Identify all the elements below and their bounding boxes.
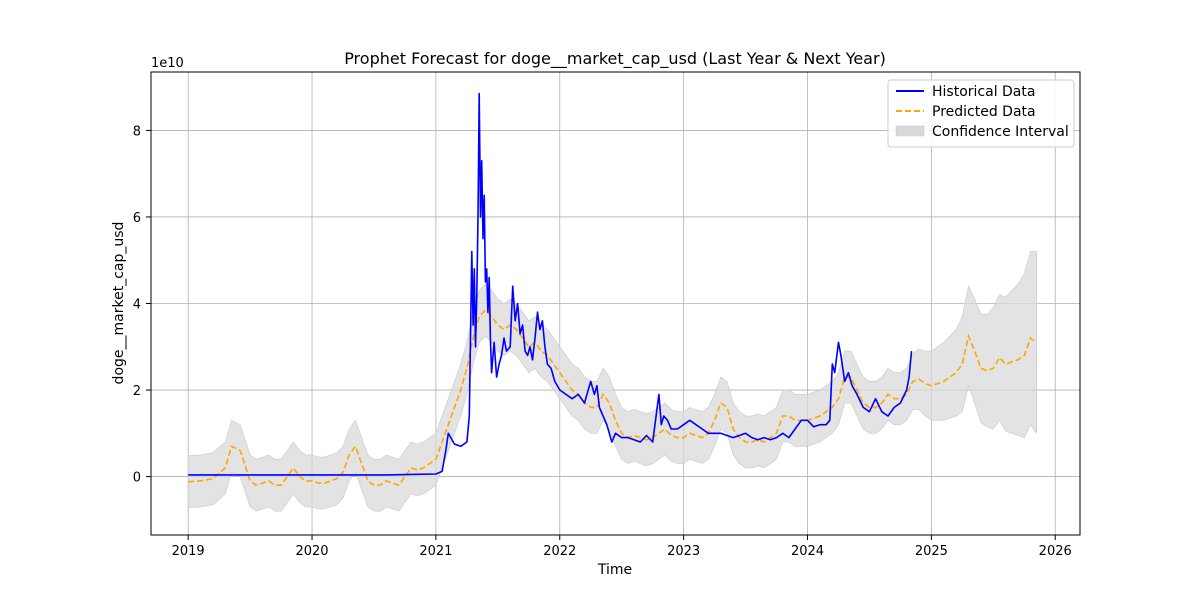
chart-title: Prophet Forecast for doge__market_cap_us… bbox=[344, 49, 886, 69]
x-tick-label: 2026 bbox=[1039, 544, 1072, 559]
x-tick-label: 2023 bbox=[667, 544, 700, 559]
historical-line-layer bbox=[188, 92, 913, 476]
y-tick-label: 4 bbox=[133, 298, 141, 313]
x-tick-label: 2020 bbox=[295, 544, 328, 559]
y-axis-ticks: 0 2 4 6 8 bbox=[133, 124, 151, 486]
legend: Historical Data Predicted Data Confidenc… bbox=[887, 79, 1075, 148]
legend-interval-label: Confidence Interval bbox=[932, 124, 1069, 140]
y-tick-label: 6 bbox=[133, 211, 141, 226]
y-tick-label: 0 bbox=[133, 471, 141, 486]
y-tick-label: 2 bbox=[133, 384, 141, 399]
x-axis-ticks: 2019 2020 2021 2022 2023 2024 2025 2026 bbox=[172, 535, 1072, 559]
y-axis-scale-label: 1e10 bbox=[151, 56, 184, 71]
legend-predicted-label: Predicted Data bbox=[932, 104, 1036, 120]
x-tick-label: 2022 bbox=[543, 544, 576, 559]
legend-box bbox=[887, 79, 1075, 148]
historical-data-line bbox=[188, 92, 913, 476]
x-tick-label: 2024 bbox=[791, 544, 824, 559]
legend-interval-swatch bbox=[895, 125, 925, 137]
y-axis-title: doge__market_cap_usd bbox=[111, 222, 127, 385]
legend-historical-label: Historical Data bbox=[932, 84, 1035, 100]
y-tick-label: 8 bbox=[133, 124, 141, 139]
x-tick-label: 2019 bbox=[172, 544, 205, 559]
x-tick-label: 2021 bbox=[419, 544, 452, 559]
x-tick-label: 2025 bbox=[915, 544, 948, 559]
x-axis-title: Time bbox=[597, 562, 632, 578]
